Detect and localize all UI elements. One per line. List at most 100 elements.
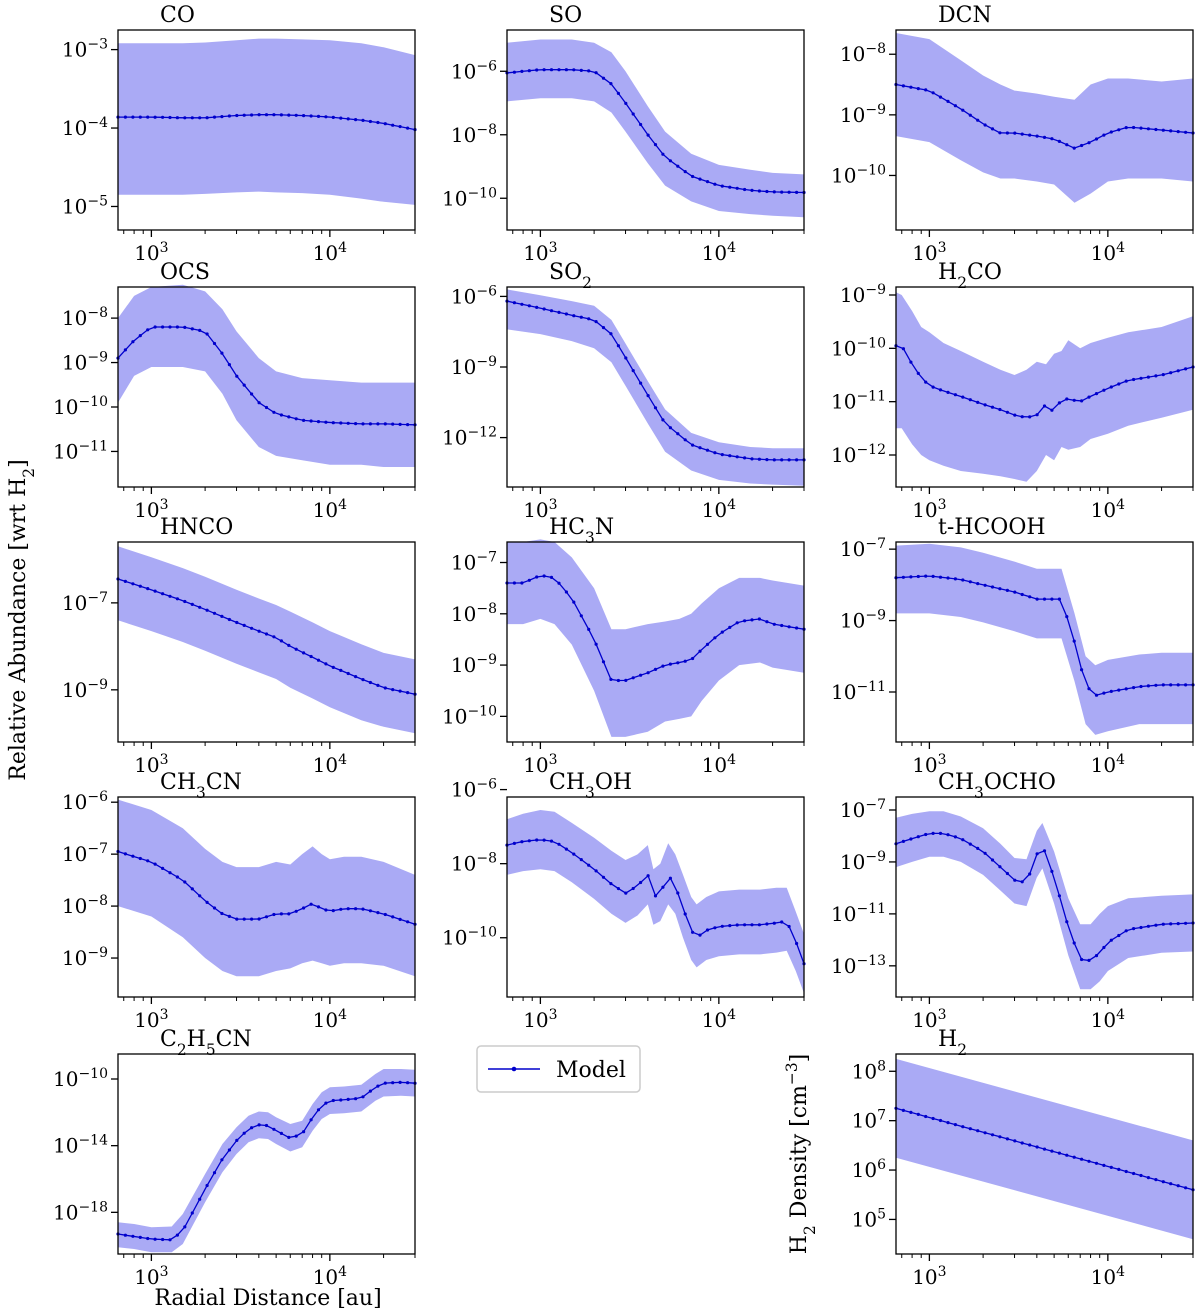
- model-point: [1184, 1186, 1188, 1190]
- model-point: [1117, 1167, 1121, 1171]
- model-point: [153, 115, 157, 119]
- model-point: [579, 315, 583, 319]
- model-point: [153, 589, 157, 593]
- model-point: [316, 658, 321, 662]
- model-point: [331, 115, 335, 119]
- model-point: [250, 626, 254, 630]
- model-point: [624, 678, 628, 683]
- model-point: [406, 920, 410, 924]
- model-point: [1102, 691, 1106, 695]
- model-point: [990, 858, 995, 862]
- model-point: [1146, 924, 1150, 928]
- model-point: [1169, 129, 1173, 133]
- model-point: [205, 116, 209, 120]
- model-point: [661, 885, 665, 889]
- model-point: [639, 381, 643, 385]
- model-point: [1146, 375, 1150, 379]
- model-point: [780, 190, 784, 194]
- model-point: [146, 328, 150, 332]
- model-point: [1169, 371, 1173, 375]
- y-tick-label: 10−11: [53, 438, 108, 463]
- model-point: [520, 840, 524, 844]
- model-point: [938, 575, 943, 579]
- uncertainty-band: [896, 543, 1193, 735]
- model-point: [1035, 852, 1039, 856]
- model-point: [316, 1108, 321, 1112]
- model-point: [535, 838, 539, 842]
- model-point: [1005, 131, 1010, 135]
- model-point: [398, 422, 402, 426]
- model-point: [242, 113, 246, 117]
- model-line: [117, 1081, 416, 1241]
- axes-frame: [117, 796, 416, 998]
- model-point: [153, 325, 157, 329]
- model-point: [1146, 1176, 1150, 1180]
- model-point: [183, 116, 187, 120]
- model-point: [1005, 588, 1010, 593]
- model-point: [198, 1197, 202, 1201]
- model-point: [1042, 849, 1047, 853]
- uncertainty-band: [896, 33, 1193, 203]
- model-point: [1139, 684, 1143, 689]
- model-point: [1124, 1169, 1128, 1174]
- model-point: [294, 113, 298, 117]
- model-point: [302, 418, 306, 422]
- model-point: [1117, 128, 1121, 132]
- model-point: [631, 112, 635, 116]
- uncertainty-band: [507, 539, 804, 737]
- y-tick-label: 10−6: [62, 789, 108, 814]
- model-point: [235, 374, 239, 378]
- axes-frame: [117, 541, 416, 743]
- model-point: [146, 587, 150, 591]
- model-point: [542, 574, 546, 578]
- y-tick-label: 10−10: [53, 1066, 108, 1091]
- model-point: [123, 852, 127, 856]
- model-point: [138, 584, 142, 588]
- model-point: [631, 676, 635, 680]
- model-point: [1005, 410, 1010, 414]
- panel-title: CH3OCHO: [938, 770, 1056, 802]
- model-point: [1072, 941, 1076, 945]
- model-point: [287, 912, 291, 916]
- model-point: [594, 320, 598, 324]
- model-point: [183, 1225, 187, 1229]
- model-point: [520, 581, 524, 585]
- model-point: [205, 332, 209, 336]
- model-point: [594, 869, 598, 873]
- y-tick-label: 10−10: [442, 925, 497, 950]
- panel-title: CH3OH: [549, 770, 632, 802]
- model-point: [1102, 945, 1106, 950]
- axes-frame: [117, 1053, 416, 1255]
- axes-frame: [895, 541, 1194, 743]
- model-point: [1028, 872, 1032, 876]
- model-point: [190, 887, 194, 891]
- x-tick-label: 103: [523, 240, 557, 265]
- model-point: [250, 1126, 254, 1130]
- y-tick-label: 10−9: [62, 677, 108, 702]
- uncertainty-band: [118, 284, 415, 467]
- model-point: [765, 922, 769, 926]
- model-point: [953, 393, 958, 397]
- model-point: [398, 917, 402, 922]
- panel-0: 103 104 10−5 10−4 10−3 CO: [62, 3, 417, 265]
- model-point: [572, 600, 576, 604]
- model-point: [720, 453, 724, 457]
- model-point: [279, 413, 283, 417]
- model-point: [316, 905, 321, 909]
- model-point: [175, 1233, 179, 1237]
- model-point: [235, 917, 239, 921]
- model-point: [1124, 379, 1128, 383]
- model-point: [205, 608, 209, 612]
- model-point: [953, 835, 958, 839]
- model-point: [691, 656, 695, 661]
- model-point: [1094, 1161, 1099, 1165]
- model-point: [743, 923, 747, 927]
- model-point: [212, 1171, 217, 1175]
- model-point: [331, 665, 335, 670]
- model-point: [1042, 135, 1047, 139]
- model-point: [1176, 1184, 1180, 1188]
- uncertainty-band: [118, 38, 415, 205]
- model-point: [1117, 382, 1121, 386]
- model-point: [512, 301, 517, 305]
- model-point: [772, 190, 776, 194]
